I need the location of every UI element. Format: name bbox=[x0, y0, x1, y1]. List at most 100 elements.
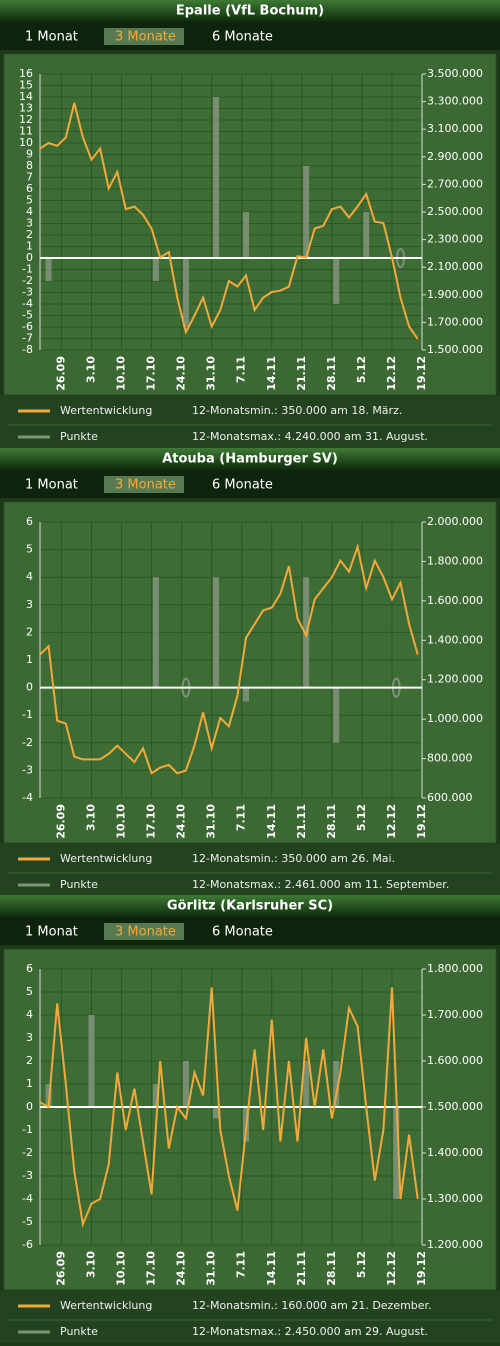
value-line bbox=[39, 543, 419, 775]
y2-tick-label: 1.600.000 bbox=[427, 594, 483, 607]
tab[interactable]: 1 Monat bbox=[25, 30, 78, 45]
y-tick-label: 2 bbox=[26, 228, 33, 241]
tab[interactable]: 3 Monate bbox=[115, 478, 176, 493]
y-tick-label: 9 bbox=[26, 148, 33, 161]
x-tick-label: 19.12 bbox=[415, 356, 428, 391]
y-tick-label: 14 bbox=[19, 90, 33, 103]
y2-tick-label: 1.200.000 bbox=[427, 673, 483, 686]
y-tick-label: -4 bbox=[22, 791, 33, 804]
y2-tick-label: 1.400.000 bbox=[427, 1146, 483, 1159]
value-line bbox=[39, 987, 419, 1228]
y-tick-label: -4 bbox=[22, 1192, 33, 1205]
y-tick-label: -8 bbox=[22, 343, 33, 356]
y-tick-label: -3 bbox=[22, 286, 33, 299]
chart-title: Atouba (Hamburger SV) bbox=[162, 452, 338, 467]
y-tick-label: -4 bbox=[22, 297, 33, 310]
legend-note: 12-Monatsmin.: 160.000 am 21. Dezember. bbox=[192, 1299, 432, 1312]
chart-panel: Atouba (Hamburger SV) 1 Monat 3 Monate 6 Mo… bbox=[0, 448, 500, 896]
y2-tick-label: 3.500.000 bbox=[427, 67, 483, 80]
y-tick-label: -2 bbox=[22, 1146, 33, 1159]
y-tick-label: 16 bbox=[19, 67, 33, 80]
chart-panel: Epalle (VfL Bochum) 1 Monat 3 Monate 6 Mona… bbox=[0, 0, 500, 448]
legend-label: Wertentwicklung bbox=[60, 1299, 152, 1312]
y-tick-label: 3 bbox=[26, 598, 33, 611]
tab[interactable]: 6 Monate bbox=[212, 30, 273, 45]
tab[interactable]: 3 Monate bbox=[115, 925, 176, 940]
legend-label: Wertentwicklung bbox=[60, 404, 152, 417]
y-tick-label: -1 bbox=[22, 708, 33, 721]
tab-bar bbox=[0, 917, 500, 945]
y2-tick-label: 1.400.000 bbox=[427, 633, 483, 646]
active-tab bbox=[104, 476, 184, 493]
y-tick-label: 4 bbox=[26, 205, 33, 218]
y-tick-label: 5 bbox=[26, 985, 33, 998]
x-tick-label: 17.10 bbox=[145, 804, 158, 839]
points-bar bbox=[303, 1061, 310, 1107]
points-bar bbox=[363, 212, 370, 258]
points-bar bbox=[152, 258, 159, 281]
points-bar bbox=[152, 577, 159, 688]
tab-bar bbox=[0, 22, 500, 50]
tab[interactable]: 6 Monate bbox=[212, 478, 273, 493]
y2-tick-label: 1.500.000 bbox=[427, 1100, 483, 1113]
x-tick-label: 26.09 bbox=[54, 804, 67, 839]
y-tick-label: 6 bbox=[26, 182, 33, 195]
tab[interactable]: 1 Monat bbox=[25, 478, 78, 493]
y-tick-label: -1 bbox=[22, 263, 33, 276]
y-tick-label: -6 bbox=[22, 1238, 33, 1251]
x-tick-label: 7.11 bbox=[235, 356, 248, 383]
title-bar bbox=[0, 895, 500, 917]
x-tick-label: 14.11 bbox=[265, 1251, 278, 1286]
x-tick-label: 28.11 bbox=[325, 804, 338, 839]
y-tick-label: 15 bbox=[19, 79, 33, 92]
legend-note: 12-Monatsmax.: 2.461.000 am 11. Septembe… bbox=[192, 878, 449, 891]
x-tick-label: 21.11 bbox=[295, 804, 308, 839]
legend-area bbox=[0, 1291, 500, 1343]
y-tick-label: -7 bbox=[22, 332, 33, 345]
y2-tick-label: 3.100.000 bbox=[427, 122, 483, 135]
y-tick-label: -3 bbox=[22, 763, 33, 776]
x-tick-label: 5.12 bbox=[355, 1251, 368, 1278]
y-tick-label: 1 bbox=[26, 1077, 33, 1090]
tab-bar bbox=[0, 470, 500, 498]
x-tick-label: 28.11 bbox=[325, 1251, 338, 1286]
x-tick-label: 10.10 bbox=[115, 1251, 128, 1286]
y-tick-label: 8 bbox=[26, 159, 33, 172]
y-tick-label: 6 bbox=[26, 962, 33, 975]
y-tick-label: 0 bbox=[26, 1100, 33, 1113]
active-tab bbox=[104, 28, 184, 45]
tab[interactable]: 6 Monate bbox=[212, 925, 273, 940]
legend-area bbox=[0, 396, 500, 448]
points-bar bbox=[182, 1061, 189, 1107]
active-tab bbox=[104, 923, 184, 940]
x-tick-label: 10.10 bbox=[115, 356, 128, 391]
x-tick-label: 3.10 bbox=[85, 804, 98, 831]
legend-note: 12-Monatsmin.: 350.000 am 18. März. bbox=[192, 404, 402, 417]
y2-tick-label: 2.300.000 bbox=[427, 233, 483, 246]
y-tick-label: 0 bbox=[26, 681, 33, 694]
y-tick-label: 0 bbox=[26, 251, 33, 264]
y-tick-label: 10 bbox=[19, 136, 33, 149]
y2-tick-label: 1.700.000 bbox=[427, 315, 483, 328]
y-tick-label: 5 bbox=[26, 543, 33, 556]
y-tick-label: 5 bbox=[26, 194, 33, 207]
title-bar bbox=[0, 0, 500, 22]
x-tick-label: 21.11 bbox=[295, 356, 308, 391]
y2-tick-label: 1.800.000 bbox=[427, 962, 483, 975]
x-tick-label: 5.12 bbox=[355, 804, 368, 831]
legend-label: Punkte bbox=[60, 430, 98, 443]
tab[interactable]: 1 Monat bbox=[25, 925, 78, 940]
y-tick-label: 1 bbox=[26, 653, 33, 666]
x-tick-label: 10.10 bbox=[115, 804, 128, 839]
y-tick-label: 4 bbox=[26, 1008, 33, 1021]
points-bar bbox=[88, 1015, 95, 1107]
y-tick-label: 7 bbox=[26, 171, 33, 184]
x-tick-label: 12.12 bbox=[385, 804, 398, 839]
y-tick-label: 13 bbox=[19, 102, 33, 115]
tab[interactable]: 3 Monate bbox=[115, 30, 176, 45]
y-tick-label: 3 bbox=[26, 217, 33, 230]
y2-tick-label: 1.200.000 bbox=[427, 1238, 483, 1251]
y-tick-label: -3 bbox=[22, 1169, 33, 1182]
y2-tick-label: 2.500.000 bbox=[427, 205, 483, 218]
